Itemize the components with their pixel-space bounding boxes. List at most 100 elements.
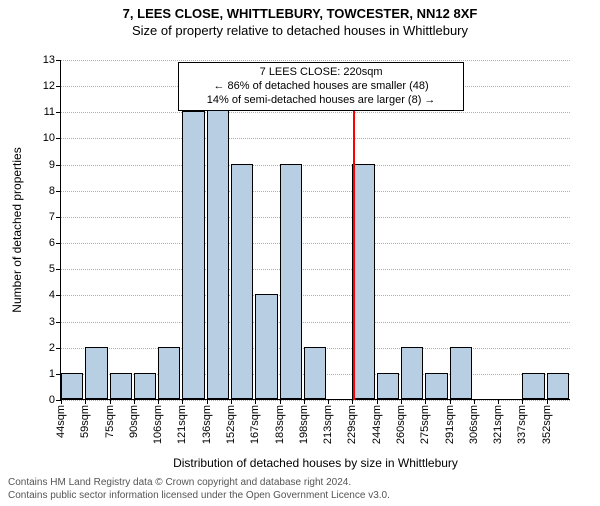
- xtick-label: 198sqm: [298, 405, 310, 444]
- xtick-mark: [498, 399, 499, 404]
- ytick-label: 13: [43, 54, 55, 66]
- xtick-label: 306sqm: [468, 405, 480, 444]
- histogram-bar: [85, 347, 107, 399]
- annotation-line: 7 LEES CLOSE: 220sqm: [185, 66, 457, 80]
- xtick-label: 59sqm: [79, 405, 91, 438]
- xtick-mark: [450, 399, 451, 404]
- ytick-mark: [56, 217, 61, 218]
- ytick-mark: [56, 60, 61, 61]
- annotation-line: ← 86% of detached houses are smaller (48…: [185, 80, 457, 94]
- histogram-bar: [158, 347, 180, 399]
- xtick-mark: [425, 399, 426, 404]
- histogram-bar: [110, 373, 132, 399]
- ytick-mark: [56, 269, 61, 270]
- xtick-mark: [255, 399, 256, 404]
- ytick-mark: [56, 348, 61, 349]
- xtick-label: 136sqm: [201, 405, 213, 444]
- xtick-mark: [231, 399, 232, 404]
- ytick-mark: [56, 165, 61, 166]
- histogram-bar: [352, 164, 374, 399]
- ytick-label: 10: [43, 132, 55, 144]
- ytick-label: 8: [49, 185, 55, 197]
- xtick-label: 337sqm: [516, 405, 528, 444]
- gridline-h: [61, 138, 570, 139]
- chart-title-sub: Size of property relative to detached ho…: [0, 23, 600, 38]
- xtick-mark: [401, 399, 402, 404]
- ytick-mark: [56, 322, 61, 323]
- histogram-bar: [450, 347, 472, 399]
- histogram-bar: [207, 85, 229, 399]
- xtick-mark: [522, 399, 523, 404]
- gridline-h: [61, 191, 570, 192]
- ytick-mark: [56, 295, 61, 296]
- xtick-label: 90sqm: [128, 405, 140, 438]
- xtick-label: 321sqm: [492, 405, 504, 444]
- gridline-h: [61, 322, 570, 323]
- ytick-label: 6: [49, 237, 55, 249]
- histogram-bar: [61, 373, 83, 399]
- xtick-mark: [328, 399, 329, 404]
- ytick-label: 11: [44, 106, 55, 118]
- y-axis-label: Number of detached properties: [10, 147, 24, 312]
- histogram-chart: 01234567891011121344sqm59sqm75sqm90sqm10…: [60, 60, 570, 400]
- ytick-mark: [56, 191, 61, 192]
- xtick-mark: [547, 399, 548, 404]
- xtick-mark: [85, 399, 86, 404]
- ytick-label: 4: [49, 289, 55, 301]
- attribution-footer: Contains HM Land Registry data © Crown c…: [8, 477, 390, 502]
- chart-container: 7, LEES CLOSE, WHITTLEBURY, TOWCESTER, N…: [0, 6, 600, 506]
- xtick-mark: [474, 399, 475, 404]
- ytick-label: 3: [49, 316, 55, 328]
- x-axis-label: Distribution of detached houses by size …: [173, 456, 458, 470]
- histogram-bar: [522, 373, 544, 399]
- xtick-label: 260sqm: [395, 405, 407, 444]
- xtick-label: 244sqm: [371, 405, 383, 444]
- histogram-bar: [255, 294, 277, 399]
- xtick-mark: [280, 399, 281, 404]
- ytick-label: 9: [49, 159, 55, 171]
- ytick-label: 1: [49, 368, 55, 380]
- gridline-h: [61, 269, 570, 270]
- ytick-mark: [56, 86, 61, 87]
- xtick-mark: [304, 399, 305, 404]
- xtick-label: 167sqm: [249, 405, 261, 444]
- histogram-bar: [231, 164, 253, 399]
- xtick-label: 275sqm: [419, 405, 431, 444]
- histogram-bar: [425, 373, 447, 399]
- gridline-h: [61, 295, 570, 296]
- xtick-mark: [158, 399, 159, 404]
- xtick-label: 75sqm: [104, 405, 116, 438]
- chart-title-main: 7, LEES CLOSE, WHITTLEBURY, TOWCESTER, N…: [0, 6, 600, 21]
- xtick-mark: [61, 399, 62, 404]
- gridline-h: [61, 217, 570, 218]
- histogram-bar: [134, 373, 156, 399]
- gridline-h: [61, 243, 570, 244]
- gridline-h: [61, 60, 570, 61]
- footer-line-2: Contains public sector information licen…: [8, 490, 390, 503]
- xtick-label: 106sqm: [152, 405, 164, 444]
- xtick-label: 121sqm: [176, 405, 188, 444]
- ytick-label: 7: [49, 211, 55, 223]
- ytick-label: 12: [43, 80, 55, 92]
- histogram-bar: [377, 373, 399, 399]
- xtick-mark: [207, 399, 208, 404]
- gridline-h: [61, 400, 570, 401]
- ytick-label: 2: [49, 342, 55, 354]
- xtick-label: 291sqm: [444, 405, 456, 444]
- plot-area: 01234567891011121344sqm59sqm75sqm90sqm10…: [60, 60, 570, 400]
- ytick-mark: [56, 112, 61, 113]
- histogram-bar: [304, 347, 326, 399]
- xtick-mark: [110, 399, 111, 404]
- gridline-h: [61, 165, 570, 166]
- xtick-label: 183sqm: [274, 405, 286, 444]
- ytick-mark: [56, 138, 61, 139]
- ytick-label: 5: [49, 263, 55, 275]
- histogram-bar: [280, 164, 302, 399]
- xtick-label: 152sqm: [225, 405, 237, 444]
- ytick-mark: [56, 243, 61, 244]
- annotation-box: 7 LEES CLOSE: 220sqm← 86% of detached ho…: [178, 62, 464, 111]
- xtick-mark: [182, 399, 183, 404]
- footer-line-1: Contains HM Land Registry data © Crown c…: [8, 477, 390, 490]
- marker-line: [353, 62, 355, 400]
- gridline-h: [61, 112, 570, 113]
